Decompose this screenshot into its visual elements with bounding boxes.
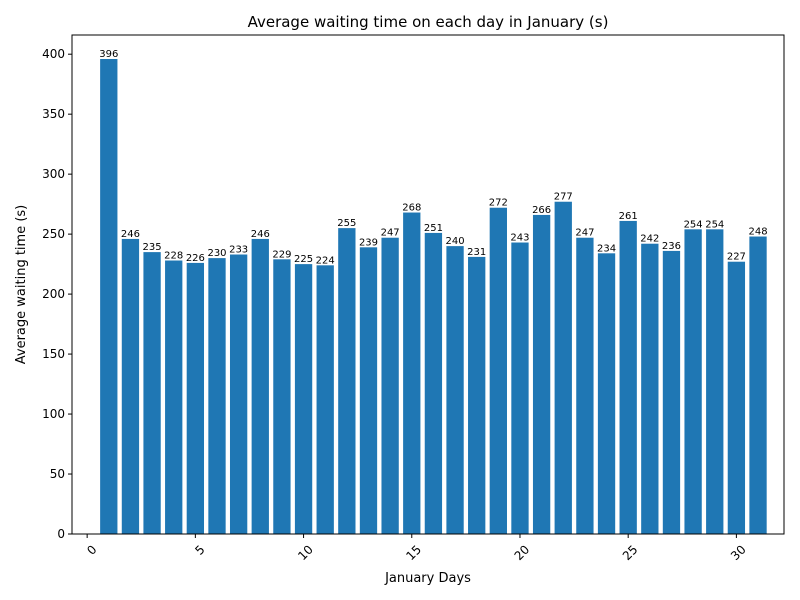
bar-day-18: [468, 256, 486, 534]
y-tick-label: 150: [42, 347, 65, 361]
bar-day-4: [165, 260, 183, 534]
y-axis-ticks: 0 50 100 150 200 250 300 350 400: [42, 47, 72, 541]
bar-value-label: 272: [489, 198, 508, 209]
bar-value-label: 231: [467, 247, 486, 258]
chart-title: Average waiting time on each day in Janu…: [248, 13, 609, 31]
x-tick-label: 25: [620, 542, 641, 563]
y-tick-label: 100: [42, 407, 65, 421]
bar-day-17: [446, 246, 464, 534]
bar-day-11: [316, 265, 334, 534]
bar-value-label: 254: [705, 219, 724, 230]
bar-value-label: 239: [359, 237, 378, 248]
bar-value-label: 228: [164, 251, 183, 262]
bar-value-label: 247: [575, 228, 594, 239]
bar-value-label: 248: [748, 227, 767, 238]
bar-day-31: [749, 236, 767, 534]
bar-value-label: 227: [727, 252, 746, 263]
bar-value-label: 246: [251, 229, 270, 240]
y-tick-label: 300: [42, 167, 65, 181]
bars-group: [100, 58, 767, 535]
bar-day-25: [619, 220, 637, 534]
bar-value-label: 268: [402, 203, 421, 214]
bar-day-2: [121, 238, 140, 535]
y-tick-label: 200: [42, 287, 65, 301]
bar-day-24: [597, 253, 616, 534]
y-tick-label: 0: [57, 527, 65, 541]
y-tick-label: 400: [42, 47, 65, 61]
bar-day-19: [489, 207, 507, 535]
bar-day-28: [684, 229, 702, 534]
bar-day-6: [208, 258, 226, 534]
bar-day-12: [338, 228, 356, 534]
plot-frame: [71, 34, 785, 535]
x-tick-label: 5: [192, 542, 207, 557]
bar-day-23: [576, 237, 594, 534]
bar-day-15: [403, 212, 421, 534]
bar-value-label: 246: [121, 229, 140, 240]
bar-day-9: [273, 259, 291, 534]
bar-day-27: [662, 250, 681, 534]
bar-day-3: [143, 252, 161, 535]
bar-value-label: 277: [554, 192, 573, 203]
bar-day-20: [511, 242, 529, 534]
y-tick-label: 50: [50, 467, 65, 481]
bar-value-label: 229: [272, 249, 291, 260]
bar-value-label: 236: [662, 241, 681, 252]
x-tick-label: 15: [403, 542, 424, 563]
y-axis-label: Average waiting time (s): [14, 205, 29, 364]
x-tick-label: 10: [295, 542, 316, 563]
bar-value-label: 234: [597, 243, 616, 254]
bar-value-label: 233: [229, 245, 248, 256]
bar-value-label: 226: [186, 253, 205, 264]
bar-value-label: 242: [640, 234, 659, 245]
y-tick-label: 350: [42, 107, 65, 121]
bar-day-10: [294, 264, 313, 534]
bar-value-label: 225: [294, 254, 313, 265]
bar-day-7: [229, 254, 248, 534]
x-axis-ticks: 0 5 10 15 20 25 30: [84, 534, 749, 563]
bar-day-22: [554, 201, 572, 535]
bar-day-30: [727, 261, 746, 534]
bar-value-label: 235: [143, 242, 162, 253]
bar-day-1: [100, 58, 118, 535]
bar-value-label: 396: [99, 49, 118, 60]
bar-day-14: [381, 237, 399, 534]
bar-value-label: 255: [337, 218, 356, 229]
x-tick-label: 30: [728, 542, 749, 563]
bar-value-label: 240: [446, 236, 465, 247]
y-tick-label: 250: [42, 227, 65, 241]
bar-value-label: 266: [532, 205, 551, 216]
bar-value-label: 224: [316, 255, 335, 266]
bar-day-26: [641, 243, 659, 534]
bar-value-label: 261: [619, 211, 638, 222]
x-tick-label: 0: [84, 542, 99, 557]
x-tick-label: 20: [512, 542, 533, 563]
bar-day-8: [251, 238, 269, 535]
bar-day-13: [359, 247, 378, 534]
bar-day-21: [532, 214, 551, 534]
bar-value-label: 247: [381, 228, 400, 239]
bar-value-label: 243: [510, 233, 529, 244]
bar-value-label: 230: [207, 248, 226, 259]
x-axis-label: January Days: [384, 571, 471, 586]
bar-value-label: 251: [424, 223, 443, 234]
bar-day-16: [424, 232, 443, 535]
bar-day-29: [706, 229, 724, 534]
bar-day-5: [186, 262, 205, 534]
bar-value-label: 254: [684, 219, 703, 230]
